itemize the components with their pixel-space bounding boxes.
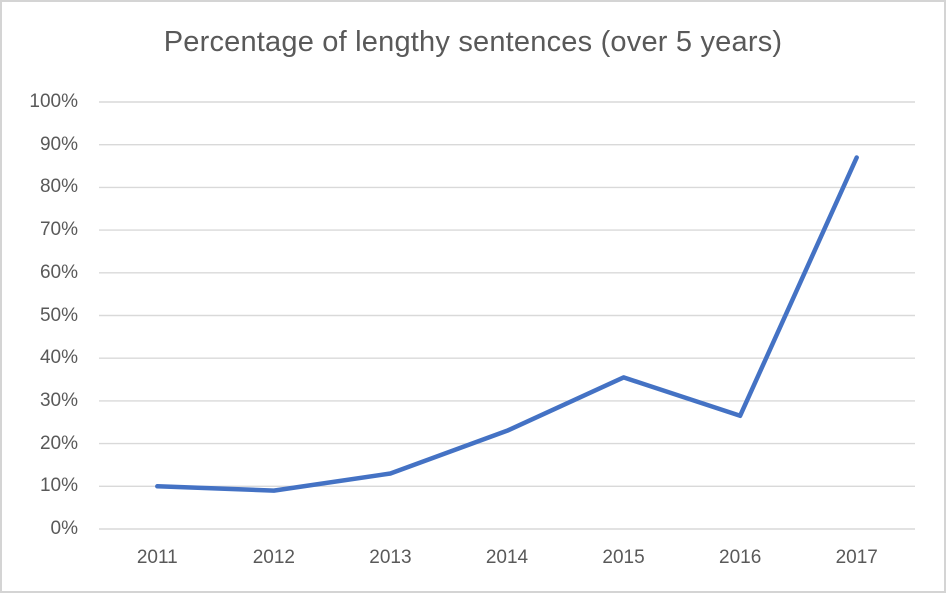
x-axis-tick-label: 2015 (602, 547, 645, 568)
y-axis-tick-label: 80% (39, 176, 78, 198)
y-axis-tick-label: 60% (39, 261, 78, 283)
y-axis-tick-label: 100% (29, 91, 78, 112)
gridlines (99, 101, 915, 530)
x-axis-tick-label: 2011 (136, 547, 178, 568)
y-axis-tick-label: 20% (39, 432, 78, 454)
y-axis-tick-label: 10% (39, 475, 78, 497)
x-axis-tick-label: 2016 (719, 547, 762, 568)
x-axis-tick-label: 2013 (369, 547, 412, 568)
y-axis-tick-label: 90% (39, 133, 78, 155)
y-axis-tick-label: 0% (50, 518, 78, 539)
x-axis-tick-label: 2014 (485, 547, 529, 568)
y-axis-tick-label: 40% (39, 347, 78, 369)
y-axis-tick-label: 70% (39, 219, 78, 241)
series-line (155, 155, 859, 493)
y-axis-tick-label: 50% (39, 304, 78, 326)
x-axis-tick-label: 2012 (252, 547, 295, 568)
x-axis-tick-label: 2017 (835, 547, 878, 568)
y-axis-tick-label: 30% (39, 389, 78, 411)
chart-title: Percentage of lengthy sentences (over 5 … (163, 26, 783, 58)
